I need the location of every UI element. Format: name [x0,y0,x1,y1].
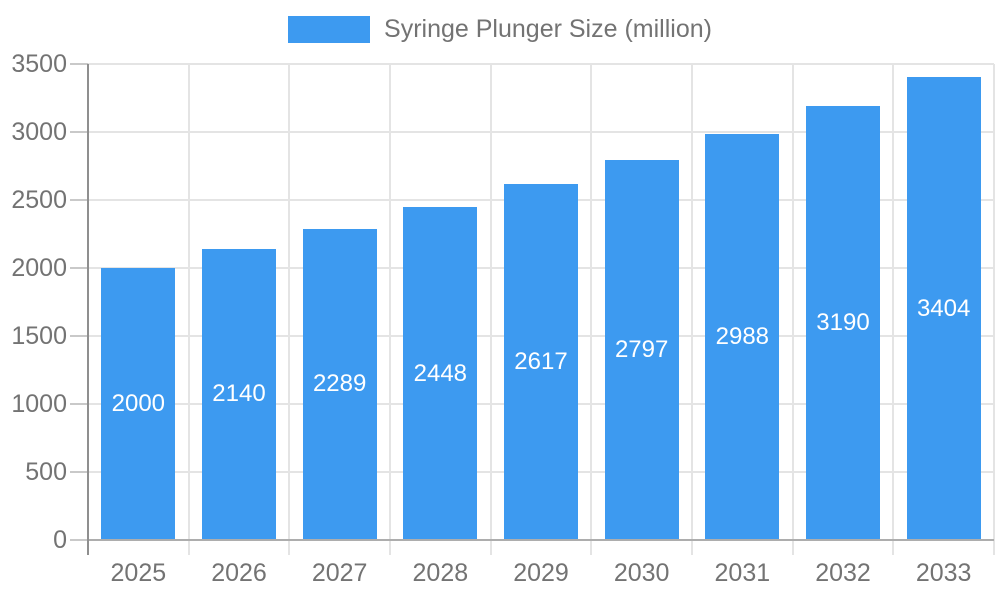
y-axis-tick [70,63,88,65]
gridline [88,131,994,133]
legend[interactable]: Syringe Plunger Size (million) [0,15,1000,44]
y-axis-label: 3500 [11,50,67,78]
gridline [88,63,994,65]
x-axis-label: 2031 [714,559,771,587]
category-gridline [590,64,593,555]
category-gridline [892,64,895,555]
bar-value-label: 2988 [715,322,770,350]
x-axis-label: 2033 [915,559,972,587]
x-axis-label: 2025 [110,559,167,587]
y-axis-label: 2500 [11,186,67,214]
legend-swatch-icon [288,16,371,43]
bar-value-label: 2140 [212,380,266,408]
bar-value-label: 3404 [916,294,971,322]
x-axis-label: 2030 [613,559,670,587]
y-axis-tick [70,539,88,541]
bar[interactable]: 2617 [504,184,578,540]
bar-value-label: 2000 [111,390,166,417]
category-gridline [389,64,391,555]
category-gridline [288,64,291,555]
category-gridline [691,64,693,555]
bar-value-label: 2448 [413,359,468,387]
y-axis-label: 1500 [11,322,67,350]
bar-value-label: 3190 [816,309,870,337]
category-gridline [489,64,492,555]
category-gridline [187,64,190,555]
x-axis-label: 2029 [513,559,569,587]
plot-area: 2000 2140 2289 2448 2617 2797 2988 3190 3404 [87,63,995,555]
y-axis-label: 2000 [11,254,67,282]
bar[interactable]: 2000 [101,268,176,540]
y-axis-tick [70,335,88,337]
bar[interactable]: 2448 [403,207,478,540]
x-axis-label: 2028 [412,559,469,587]
y-axis-label: 0 [53,526,67,554]
y-axis-line [87,64,89,555]
bar[interactable]: 2140 [202,248,276,540]
y-axis-label: 1000 [11,390,67,418]
category-gridline [791,64,794,555]
x-axis-label: 2026 [211,559,267,587]
y-axis-tick [70,199,88,201]
bar-value-label: 2289 [312,370,367,398]
bar[interactable]: 3190 [806,106,880,540]
bar[interactable]: 2988 [705,133,780,540]
x-axis-label: 2027 [311,559,368,587]
x-axis-label: 2032 [815,559,871,587]
y-axis-tick [70,267,88,269]
bar-value-label: 2797 [614,335,669,363]
category-gridline [993,64,995,555]
y-axis-tick [70,403,88,405]
y-axis-label: 3000 [11,118,67,146]
y-axis-tick [70,131,88,133]
bar[interactable]: 3404 [906,77,981,540]
bar-value-label: 2617 [514,348,568,376]
y-axis-tick [70,471,88,473]
y-axis-label: 500 [25,458,67,486]
x-axis-baseline [88,539,994,541]
legend-label: Syringe Plunger Size (million) [384,15,712,43]
bar[interactable]: 2289 [302,228,377,540]
bar[interactable]: 2797 [604,159,679,540]
